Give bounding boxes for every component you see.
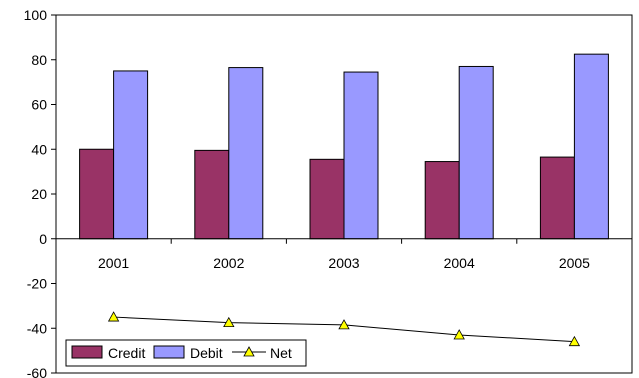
- y-tick-label: -20: [27, 276, 47, 292]
- legend-label-credit: Credit: [108, 345, 145, 361]
- bar-credit-2005: [539, 156, 575, 240]
- marker-net-2004: [453, 329, 465, 340]
- bar-credit-2004: [424, 161, 460, 240]
- bar-debit-2005: [573, 53, 609, 240]
- legend-marker-net: [243, 346, 255, 357]
- legend-box: [65, 339, 307, 367]
- y-tick-label: 100: [24, 7, 48, 23]
- bar-debit-2002: [228, 67, 264, 240]
- bar-credit-2002: [194, 149, 230, 240]
- legend-label-net: Net: [270, 345, 292, 361]
- x-tick-label-2003: 2003: [328, 255, 359, 271]
- y-tick-label: -60: [27, 365, 47, 378]
- bar-debit-2003: [343, 71, 379, 240]
- x-tick-label-2002: 2002: [213, 255, 244, 271]
- legend-label-debit: Debit: [190, 345, 223, 361]
- x-tick-label-2001: 2001: [98, 255, 129, 271]
- legend-swatch-debit: [153, 345, 185, 359]
- marker-net-2002: [223, 316, 235, 328]
- x-tick-label-2004: 2004: [444, 255, 475, 271]
- y-tick-label: 80: [31, 52, 47, 68]
- y-tick-label: 0: [39, 231, 47, 247]
- marker-net-2001: [107, 311, 120, 322]
- y-tick-label: -40: [27, 320, 47, 336]
- marker-net-2005: [568, 335, 581, 347]
- marker-net-2003: [338, 319, 350, 330]
- bar-credit-2001: [79, 148, 115, 240]
- legend: Credit Debit Net: [65, 339, 307, 367]
- y-tick-label: 20: [31, 186, 47, 202]
- x-tick-label-2005: 2005: [559, 255, 590, 271]
- bar-layer: [79, 53, 609, 240]
- y-tick-label: 60: [31, 97, 47, 113]
- bar-debit-2001: [113, 70, 149, 240]
- axes-layer: -60 -40 -20 0 20 40 60 80 100 2001 2002 2003 2004 200…: [24, 7, 633, 378]
- bar-credit-2003: [309, 158, 345, 240]
- legend-swatch-credit: [71, 345, 103, 359]
- bar-debit-2004: [458, 65, 494, 240]
- y-tick-label: 40: [31, 141, 47, 157]
- net-line-layer: [107, 311, 581, 347]
